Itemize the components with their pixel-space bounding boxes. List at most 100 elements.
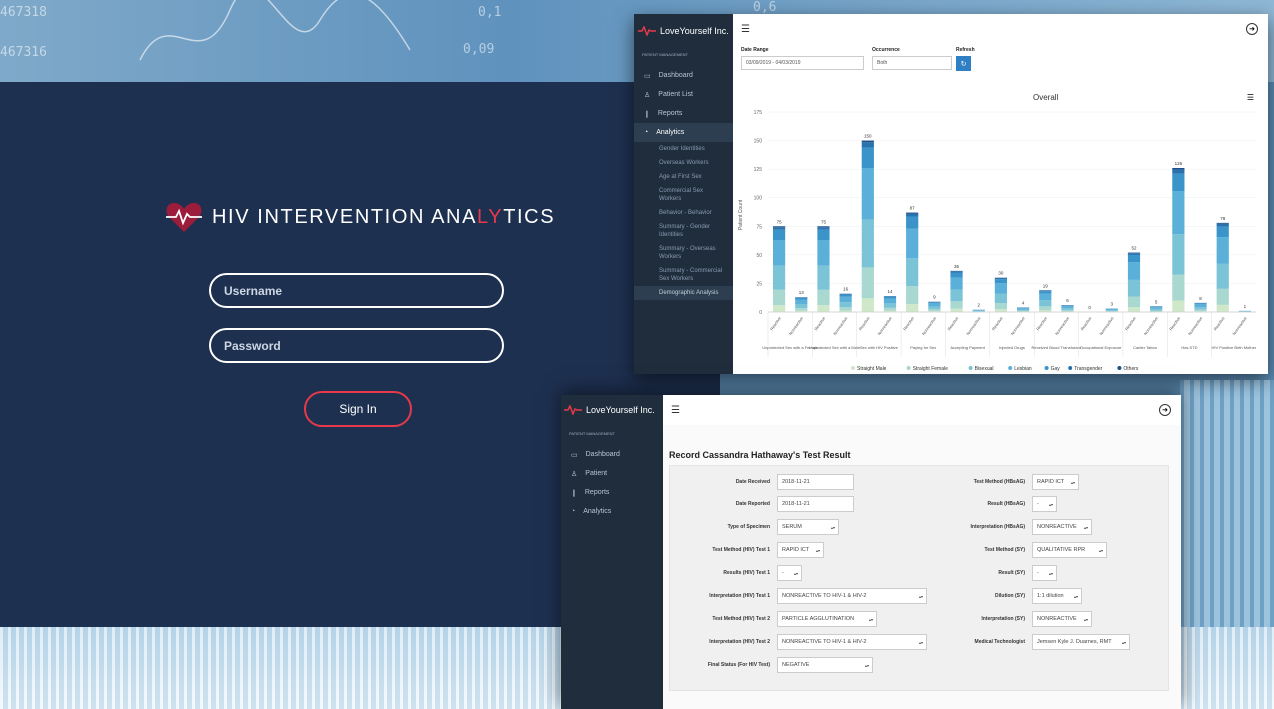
bar-total-label: 1 — [1244, 304, 1247, 309]
field-input[interactable]: NEGATIVE — [777, 657, 873, 673]
field-input[interactable]: - — [777, 565, 802, 581]
sidebar-subitem[interactable]: Gender Identities — [659, 146, 705, 152]
legend-label[interactable]: Transgender — [1074, 366, 1102, 372]
sidebar-item-patient-list[interactable]: ♙ Patient List — [634, 85, 733, 104]
occurrence-select[interactable]: Both — [872, 56, 952, 70]
bar-segment — [772, 240, 786, 266]
pie-chart-icon: ◔ — [571, 508, 576, 515]
menu-icon[interactable]: ☰ — [671, 404, 680, 416]
sidebar-subitem[interactable]: Summary - Commercial Sex Workers — [659, 268, 723, 282]
bar-segment — [817, 289, 830, 306]
bar-segment — [817, 265, 830, 290]
sidebar-item-dashboard[interactable]: ▭ Dashboard — [561, 445, 663, 464]
legend-marker — [1068, 366, 1073, 370]
field-select[interactable]: NONREACTIVE — [1032, 519, 1092, 535]
bg-number: 0,1 — [478, 5, 502, 20]
bar-segment — [1039, 293, 1052, 301]
field-select[interactable]: Jemsen Kyle J. Duarnes, RMT — [1032, 634, 1130, 650]
bar-total-label: 75 — [821, 219, 827, 224]
sidebar-subitem[interactable]: Behavior - Behavior — [659, 210, 712, 216]
logout-icon[interactable]: ➜ — [1159, 404, 1171, 416]
y-axis-label: Patient Count — [738, 199, 744, 230]
app-logo: LoveYourself Inc. — [561, 395, 663, 425]
legend-label[interactable]: Straight Female — [913, 366, 949, 372]
bar-segment — [1127, 279, 1141, 297]
field-label: Dilution (SY) — [995, 593, 1025, 599]
bar-total-label: 30 — [998, 271, 1004, 276]
field-input[interactable]: NONREACTIVE TO HIV-1 & HIV-2 — [777, 634, 927, 650]
legend-label[interactable]: Others — [1123, 366, 1139, 372]
bar-segment — [950, 272, 963, 278]
sidebar-item-reports[interactable]: ❙ Reports — [561, 483, 663, 502]
field-input[interactable]: PARTICLE AGGLUTINATION — [777, 611, 877, 627]
group-label: Received Blood Transfusion — [1031, 345, 1081, 350]
field-select[interactable]: NONREACTIVE — [1032, 611, 1092, 627]
bar-segment — [994, 278, 1008, 280]
test-result-form: Date Received 2018-11-21 Date Reported 2018… — [669, 465, 1169, 691]
sidebar-subitem[interactable]: Age at First Sex — [659, 174, 702, 180]
bar-segment — [906, 213, 919, 217]
bar-segment — [1105, 310, 1118, 312]
field-select[interactable]: RAPID ICT — [1032, 474, 1079, 490]
bar-segment — [817, 226, 830, 228]
refresh-button[interactable]: ↻ — [956, 56, 971, 71]
bar-segment — [1172, 169, 1185, 174]
legend-label[interactable]: Gay — [1051, 366, 1061, 372]
pie-chart-icon: ◔ — [644, 129, 649, 136]
legend-marker — [968, 366, 973, 370]
legend-marker — [851, 366, 855, 370]
bar-segment — [1216, 222, 1229, 224]
username-input[interactable]: Username — [209, 273, 504, 308]
field-input[interactable]: SERUM — [777, 519, 839, 535]
sidebar-subitem[interactable]: Demographic Analysis — [634, 286, 733, 300]
x-tick-label: Nonreactive — [1231, 315, 1248, 336]
legend-marker — [1117, 366, 1122, 370]
sidebar-item-reports[interactable]: ❙ Reports — [634, 104, 733, 123]
field-input[interactable]: 2018-11-21 — [777, 496, 854, 512]
sidebar-item-analytics[interactable]: ◔ Analytics — [634, 123, 733, 142]
sidebar-subitem[interactable]: Commercial Sex Workers — [659, 188, 704, 202]
legend-label[interactable]: Lesbian — [1014, 366, 1032, 372]
field-input[interactable]: RAPID ICT — [777, 542, 824, 558]
sidebar-item-analytics[interactable]: ◔ Analytics — [561, 502, 663, 521]
x-tick-label: Nonreactive — [876, 315, 893, 336]
sidebar-subitem[interactable]: Summary - Gender Identities — [659, 224, 711, 238]
field-select[interactable]: 1:1 dilution — [1032, 588, 1082, 604]
logout-icon[interactable]: ➜ — [1246, 23, 1258, 35]
field-select[interactable]: - — [1032, 496, 1057, 512]
monitor-icon: ▭ — [644, 72, 651, 80]
bar-segment — [861, 219, 874, 268]
bar-segment — [994, 303, 1008, 310]
field-input[interactable]: NONREACTIVE TO HIV-1 & HIV-2 — [777, 588, 927, 604]
sidebar-subitem[interactable]: Overseas Workers — [659, 160, 709, 166]
app-subtitle: PATIENT MANAGEMENT — [642, 52, 689, 57]
sidebar-item-patient[interactable]: ♙ Patient — [561, 464, 663, 483]
legend-label[interactable]: Bisexual — [975, 366, 994, 372]
y-tick-label: 150 — [754, 139, 763, 145]
field-select[interactable]: QUALITATIVE RPR — [1032, 542, 1107, 558]
bar-total-label: 36 — [954, 264, 960, 269]
sidebar-item-dashboard[interactable]: ▭ Dashboard — [634, 66, 733, 85]
field-input[interactable]: 2018-11-21 — [777, 474, 854, 490]
brand-logo: HIV INTERVENTION ANALYTICS — [164, 200, 555, 234]
bar-total-label: 6 — [1066, 298, 1069, 303]
bar-chart-icon: ❙ — [644, 110, 650, 118]
menu-icon[interactable]: ☰ — [741, 23, 750, 35]
bar-segment — [1039, 300, 1052, 307]
x-tick-label: Nonreactive — [1010, 315, 1027, 336]
sidebar-subitem[interactable]: Summary - Overseas Workers — [659, 246, 716, 260]
bar-segment — [861, 168, 874, 220]
bg-number: 467316 — [0, 45, 47, 60]
field-label: Test Method (HIV) Test 2 — [712, 616, 770, 622]
legend-label[interactable]: Straight Male — [857, 366, 887, 372]
x-tick-label: Nonreactive — [1098, 315, 1115, 336]
signin-button[interactable]: Sign In — [304, 391, 412, 427]
chart-menu-icon[interactable]: ☰ — [1246, 93, 1254, 102]
field-select[interactable]: - — [1032, 565, 1057, 581]
bg-number: 467318 — [0, 5, 47, 20]
date-range-input[interactable]: 03/09/2019 - 04/03/2019 — [741, 56, 864, 70]
bar-segment — [1194, 303, 1207, 305]
x-tick-label: Reactive — [1213, 315, 1226, 331]
bar-segment — [1016, 309, 1030, 311]
password-input[interactable]: Password — [209, 328, 504, 363]
